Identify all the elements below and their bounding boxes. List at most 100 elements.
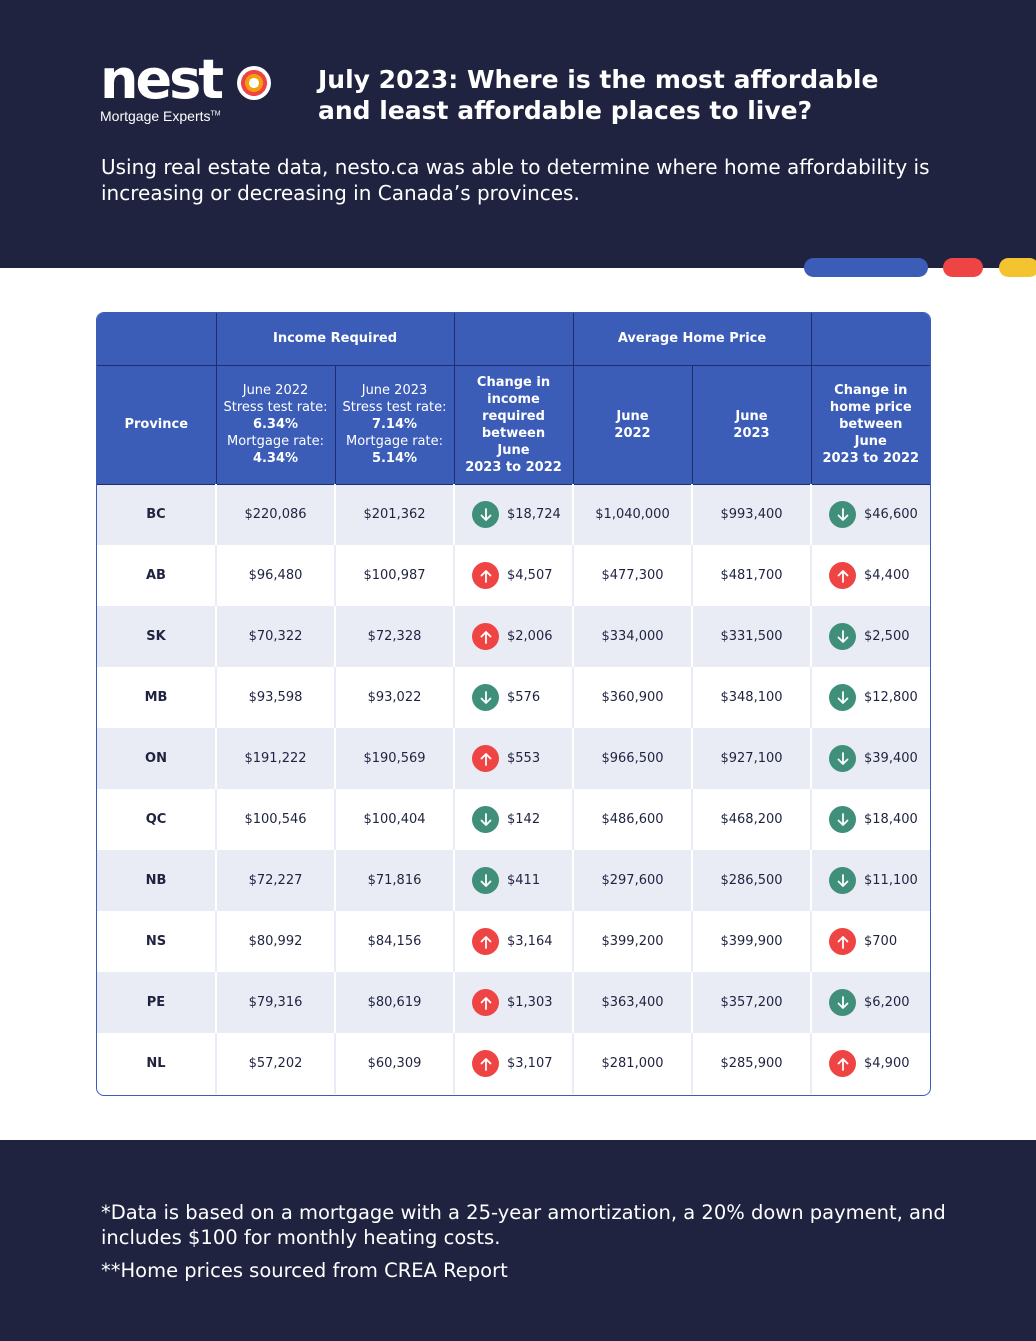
footnote-mortgage-assumptions: *Data is based on a mortgage with a 25-y…	[101, 1201, 946, 1249]
title-line-1: July 2023: Where is the most affordable	[318, 65, 879, 94]
footer-band	[0, 1140, 1036, 1341]
price-2022-cell: $399,200	[573, 911, 693, 972]
arrow-down-icon	[829, 867, 856, 894]
logo-tagline: Mortgage ExpertsTM	[100, 108, 221, 124]
arrow-up-icon	[472, 989, 499, 1016]
header-income-required: Income Required	[216, 313, 455, 366]
arrow-down-icon	[472, 806, 499, 833]
price-2022-cell: $486,600	[573, 789, 693, 850]
income-2023-cell: $201,362	[335, 484, 455, 545]
income-change-cell: $18,724	[454, 484, 574, 545]
price-2022-cell: $360,900	[573, 667, 693, 728]
change-value: $3,164	[507, 934, 553, 949]
price-2023-cell: $285,900	[692, 1033, 812, 1094]
arrow-up-icon	[472, 1050, 499, 1077]
price-2022-cell: $1,040,000	[573, 484, 693, 545]
arrow-up-icon	[472, 562, 499, 589]
nesto-logo: nest Mortgage ExpertsTM	[100, 50, 280, 130]
change-value: $1,303	[507, 995, 553, 1010]
header-income-change: Change in income required between June 2…	[454, 365, 574, 485]
table-row: MB $93,598 $93,022 $576 $360,900 $348,100 $1…	[97, 667, 930, 728]
arrow-down-icon	[472, 867, 499, 894]
header-income-june-2022: June 2022 Stress test rate: 6.34% Mortga…	[216, 365, 336, 485]
table-row: NB $72,227 $71,816 $411 $297,600 $286,500 $1…	[97, 850, 930, 911]
price-2023-cell: $348,100	[692, 667, 812, 728]
price-2023-cell: $357,200	[692, 972, 812, 1033]
income-2022-cell: $220,086	[216, 484, 336, 545]
income-2023-cell: $190,569	[335, 728, 455, 789]
income-2022-cell: $100,546	[216, 789, 336, 850]
change-value: $700	[864, 934, 898, 949]
arrow-down-icon	[829, 501, 856, 529]
income-2023-cell: $93,022	[335, 667, 455, 728]
price-2022-cell: $966,500	[573, 728, 693, 789]
header-blank-income-change	[454, 313, 574, 366]
arrow-up-icon	[472, 745, 499, 772]
arrow-up-icon	[829, 562, 856, 589]
header-average-home-price: Average Home Price	[573, 313, 812, 366]
header-band	[0, 0, 1036, 268]
logo-wordmark: nest	[100, 48, 224, 111]
price-2023-cell: $331,500	[692, 606, 812, 667]
decor-pill-blue	[804, 258, 928, 277]
price-2023-cell: $286,500	[692, 850, 812, 911]
income-change-cell: $576	[454, 667, 574, 728]
province-cell: NS	[97, 911, 217, 972]
arrow-down-icon	[472, 501, 499, 529]
province-cell: AB	[97, 545, 217, 606]
income-2022-cell: $57,202	[216, 1033, 336, 1094]
income-2022-cell: $70,322	[216, 606, 336, 667]
province-cell: BC	[97, 484, 217, 545]
income-2022-cell: $72,227	[216, 850, 336, 911]
province-cell: MB	[97, 667, 217, 728]
change-value: $2,006	[507, 629, 553, 644]
price-2022-cell: $297,600	[573, 850, 693, 911]
arrow-up-icon	[472, 623, 499, 650]
price-2022-cell: $334,000	[573, 606, 693, 667]
income-2022-cell: $93,598	[216, 667, 336, 728]
header-income-june-2023: June 2023 Stress test rate: 7.14% Mortga…	[335, 365, 455, 485]
price-2023-cell: $927,100	[692, 728, 812, 789]
change-value: $4,507	[507, 568, 553, 583]
province-cell: PE	[97, 972, 217, 1033]
price-change-cell: $11,100	[811, 850, 930, 911]
income-change-cell: $3,164	[454, 911, 574, 972]
arrow-down-icon	[472, 684, 499, 711]
province-cell: QC	[97, 789, 217, 850]
change-value: $4,400	[864, 568, 910, 583]
table-row: NL $57,202 $60,309 $3,107 $281,000 $285,900 …	[97, 1033, 930, 1094]
income-change-cell: $4,507	[454, 545, 574, 606]
change-value: $553	[507, 751, 541, 766]
title-line-2: and least affordable places to live?	[318, 96, 813, 125]
table-row: BC $220,086 $201,362 $18,724 $1,040,000 $993…	[97, 484, 930, 545]
price-2022-cell: $281,000	[573, 1033, 693, 1094]
price-change-cell: $4,900	[811, 1033, 930, 1094]
income-2022-cell: $96,480	[216, 545, 336, 606]
price-2022-cell: $363,400	[573, 972, 693, 1033]
header-price-june-2022: June 2022	[573, 365, 693, 485]
income-change-cell: $1,303	[454, 972, 574, 1033]
arrow-down-icon	[829, 745, 856, 772]
income-2023-cell: $100,987	[335, 545, 455, 606]
province-cell: SK	[97, 606, 217, 667]
page-title: July 2023: Where is the most affordable …	[318, 64, 958, 126]
price-change-cell: $12,800	[811, 667, 930, 728]
income-2023-cell: $84,156	[335, 911, 455, 972]
income-change-cell: $142	[454, 789, 574, 850]
arrow-up-icon	[829, 1050, 856, 1077]
price-2022-cell: $477,300	[573, 545, 693, 606]
province-cell: NL	[97, 1033, 217, 1094]
arrow-down-icon	[829, 989, 856, 1016]
income-2022-cell: $80,992	[216, 911, 336, 972]
header-province: Province	[97, 365, 217, 485]
price-change-cell: $700	[811, 911, 930, 972]
income-2023-cell: $72,328	[335, 606, 455, 667]
arrow-up-icon	[829, 928, 856, 955]
price-2023-cell: $399,900	[692, 911, 812, 972]
change-value: $18,724	[507, 507, 561, 523]
footnote-price-source: **Home prices sourced from CREA Report	[101, 1259, 508, 1282]
price-2023-cell: $481,700	[692, 545, 812, 606]
decor-pill-red	[943, 258, 983, 277]
income-2023-cell: $71,816	[335, 850, 455, 911]
table-row: PE $79,316 $80,619 $1,303 $363,400 $357,200 …	[97, 972, 930, 1033]
